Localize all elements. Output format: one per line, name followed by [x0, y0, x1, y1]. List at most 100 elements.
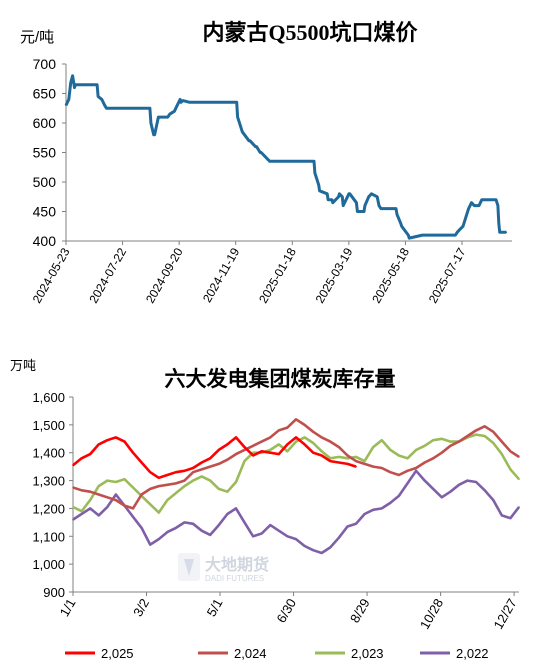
x-tick-label: 2024-07-22 [86, 245, 129, 305]
series-point-2025 [72, 464, 74, 467]
x-tick-label: 10/28 [417, 596, 446, 632]
series-point-2023 [355, 456, 357, 458]
y-tick-label: 600 [33, 115, 57, 131]
x-tick-label: 5/1 [204, 596, 226, 619]
series-point-2022 [381, 507, 383, 510]
series-point-2025 [132, 451, 134, 454]
series-point-2022 [363, 513, 366, 515]
price-data-point [356, 210, 359, 213]
series-point-2022 [235, 507, 237, 510]
price-data-point [157, 116, 160, 118]
series-point-2024 [209, 465, 211, 468]
price-data-point [421, 234, 424, 236]
chart-title: 内蒙古Q5500坑口煤价 [202, 20, 418, 45]
series-point-2024 [260, 440, 263, 443]
series-point-2025 [269, 451, 272, 454]
x-tick-label: 8/29 [347, 596, 373, 625]
series-point-2022 [97, 514, 100, 517]
series-point-2022 [149, 543, 151, 546]
legend-label: 2,023 [351, 646, 384, 661]
price-data-point [378, 204, 380, 207]
series-point-2023 [149, 503, 151, 506]
series-point-2025 [209, 457, 211, 460]
price-data-point [341, 196, 344, 198]
series-point-2022 [140, 527, 143, 529]
y-tick-label: 1,300 [32, 474, 65, 489]
price-data-point [153, 134, 156, 136]
series-point-2025 [115, 436, 117, 439]
series-point-2024 [406, 470, 409, 472]
series-point-2024 [80, 489, 83, 492]
series-point-2023 [475, 433, 477, 436]
price-data-point [288, 160, 291, 163]
series-point-2025 [218, 449, 220, 451]
series-point-2025 [320, 454, 323, 457]
series-point-2025 [252, 454, 254, 457]
series-point-2024 [355, 460, 357, 462]
price-data-point [337, 196, 340, 198]
series-point-2022 [346, 525, 349, 528]
legend-label: 2,022 [456, 646, 489, 661]
y-tick-label: 900 [43, 585, 65, 600]
series-point-2023 [303, 436, 306, 439]
series-point-2022 [192, 523, 194, 525]
series-point-2024 [218, 463, 220, 465]
series-point-2025 [226, 443, 229, 446]
price-data-point [364, 204, 366, 207]
price-data-point [314, 172, 316, 174]
series-point-2023 [89, 499, 91, 501]
legend-label: 2,025 [101, 646, 134, 661]
series-point-2022 [106, 506, 109, 508]
price-data-point [440, 234, 443, 236]
price-chart-panel: 内蒙古Q5500坑口煤价 元/吨 400 450 500 550 600 650 700 2024… [0, 0, 550, 330]
x-tick-label: 2024-11-19 [200, 245, 243, 305]
x-tick-label: 2024-09-20 [143, 245, 186, 305]
price-chart: 内蒙古Q5500坑口煤价 元/吨 400 450 500 550 600 650 700 2024… [20, 20, 512, 306]
series-point-2024 [89, 490, 91, 493]
series-point-2024 [158, 485, 160, 487]
series-point-2024 [483, 425, 486, 428]
series-point-2024 [458, 440, 460, 443]
series-point-2022 [509, 517, 512, 519]
series-point-2025 [89, 453, 91, 455]
price-data-point [255, 145, 258, 148]
series-point-2023 [106, 479, 109, 482]
price-data-point [454, 234, 457, 236]
price-data-point [327, 198, 329, 201]
series-point-2023 [132, 486, 134, 489]
price-data-point [396, 213, 398, 216]
price-data-point [395, 207, 397, 210]
series-point-2022 [398, 495, 400, 497]
series-point-2025 [106, 439, 109, 441]
price-data-point [473, 204, 476, 207]
series-point-2024 [372, 465, 375, 468]
price-data-point [149, 107, 151, 110]
price-data-point [318, 190, 321, 192]
series-point-2023 [175, 492, 177, 494]
series-point-2024 [346, 454, 349, 457]
series-point-2023 [483, 435, 486, 437]
price-data-point [182, 99, 184, 102]
series-point-2024 [492, 431, 495, 433]
series-point-2023 [218, 488, 220, 490]
series-point-2023 [192, 479, 194, 482]
series-point-2025 [158, 477, 160, 479]
series-point-2025 [278, 453, 280, 455]
series-point-2025 [329, 460, 332, 462]
y-tick-label: 1,600 [32, 390, 65, 405]
series-point-2024 [415, 467, 417, 469]
price-data-point [407, 234, 410, 236]
series-point-2025 [175, 471, 177, 473]
x-tick-label: 6/30 [274, 596, 300, 625]
series-point-2022 [466, 479, 469, 482]
series-point-2024 [115, 499, 117, 501]
price-data-point [367, 196, 370, 198]
price-data-point [68, 98, 70, 101]
y-tick-label: 550 [33, 145, 57, 161]
series-point-2022 [432, 488, 435, 490]
series-point-2022 [492, 499, 495, 501]
series-line-2022 [72, 469, 521, 555]
series-point-2025 [183, 470, 186, 472]
